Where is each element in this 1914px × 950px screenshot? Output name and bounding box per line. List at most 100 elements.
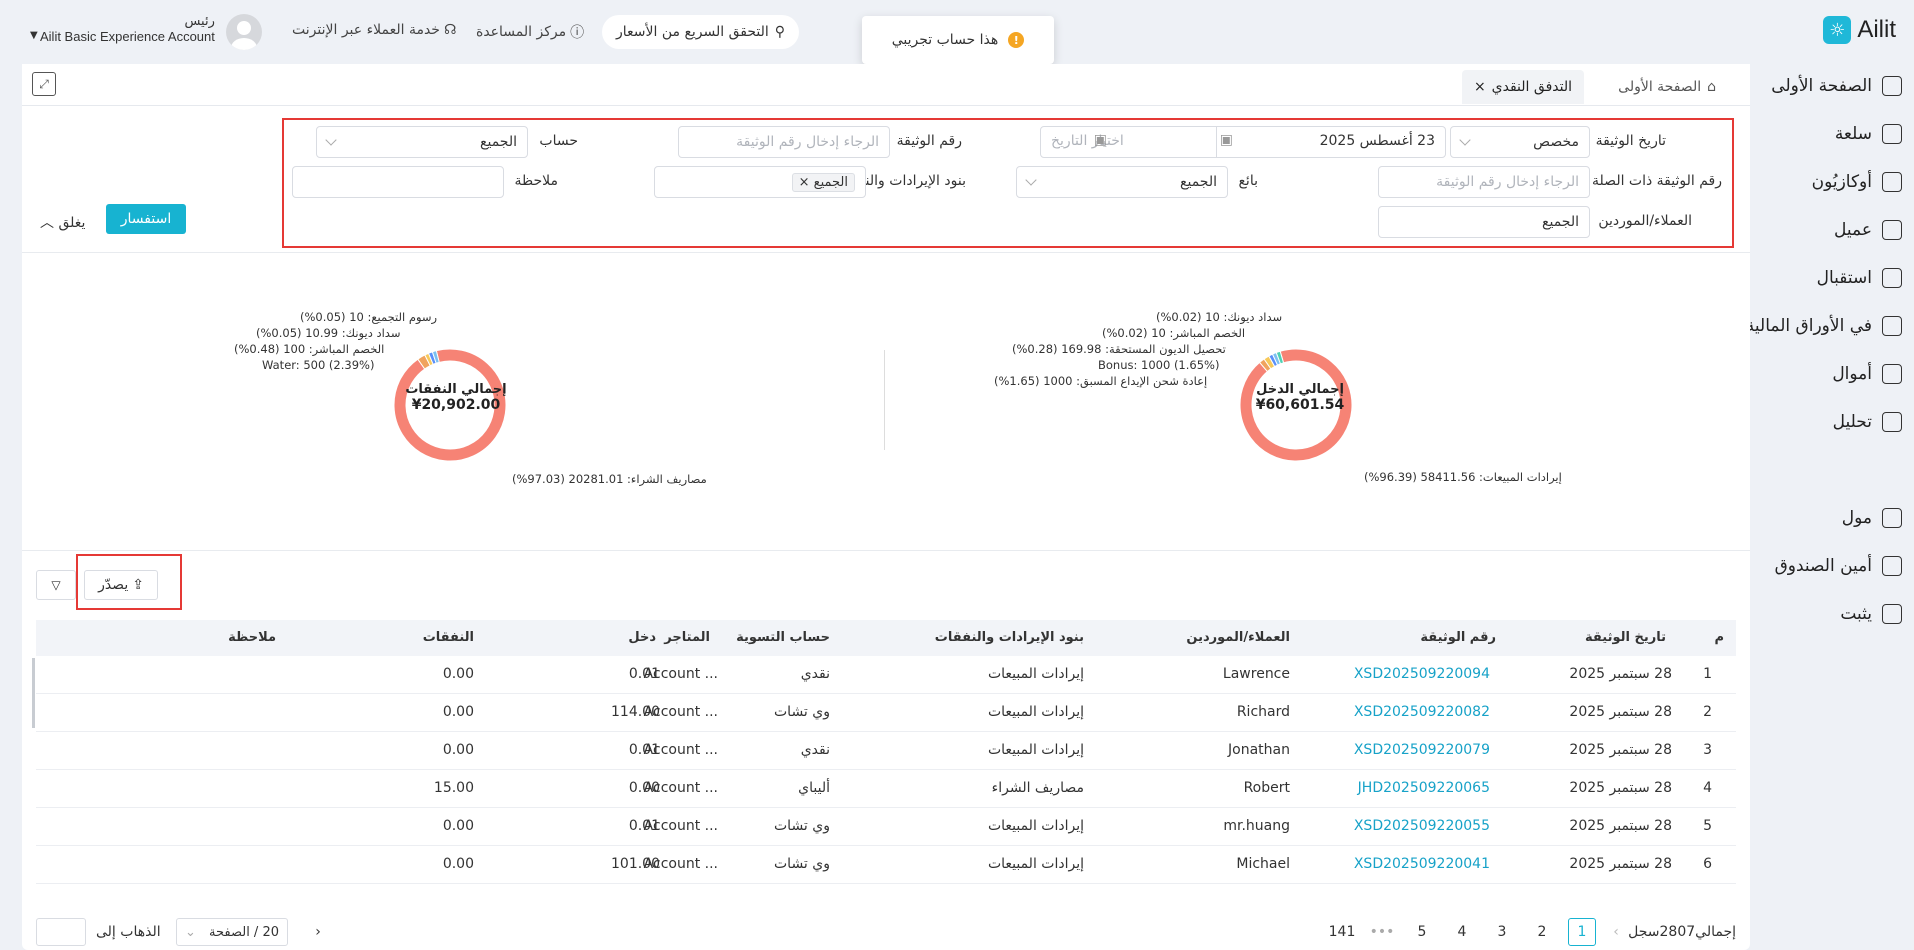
- column-header[interactable]: المتاجر: [664, 630, 710, 645]
- column-header[interactable]: رقم الوثيقة: [1420, 630, 1496, 645]
- tag-label: الجميع: [813, 174, 848, 190]
- sidebar-item-7[interactable]: تحليل: [1833, 412, 1902, 432]
- column-header[interactable]: النفقات: [422, 630, 474, 645]
- fullscreen-icon[interactable]: ⤢: [32, 72, 56, 96]
- doc-number-link[interactable]: XSD202509220082: [1353, 704, 1490, 720]
- help-center-link[interactable]: ⓘ مركز المساعدة: [476, 22, 584, 42]
- table-row[interactable]: 6 28 سبتمبر 2025 XSD202509220041 Michael إير…: [36, 846, 1736, 884]
- table-cell: 0.00: [628, 780, 660, 796]
- section-divider: [22, 252, 1750, 253]
- customers-select[interactable]: الجميع: [1378, 206, 1590, 238]
- column-header[interactable]: حساب التسوية: [736, 630, 830, 645]
- customers-label: العملاء/الموردين: [1598, 213, 1692, 229]
- section-divider: [22, 550, 1750, 551]
- more-pages-icon[interactable]: •••: [1369, 924, 1395, 940]
- related-doc-input[interactable]: الرجاء إدخال رقم الوثيقة: [1378, 166, 1590, 198]
- income-legend-debt: سداد ديونك: 10 (0.02%): [1156, 310, 1283, 324]
- column-header[interactable]: دخل: [628, 630, 656, 645]
- table-cell: وي تشات: [774, 704, 830, 720]
- expense-legend-water: Water: 500 (2.39%): [262, 358, 375, 372]
- doc-no-input[interactable]: الرجاء إدخال رقم الوثيقة: [678, 126, 890, 158]
- table-row[interactable]: 1 28 سبتمبر 2025 XSD202509220094 Lawrence إي…: [36, 656, 1736, 694]
- doc-date-mode-select[interactable]: مخصص: [1450, 126, 1590, 158]
- doc-no-placeholder: الرجاء إدخال رقم الوثيقة: [736, 134, 879, 150]
- chart-icon: [1882, 412, 1902, 432]
- tab-cash-flow[interactable]: التدفق النقدي ×: [1461, 70, 1584, 104]
- sidebar-item-1[interactable]: سلعة: [1835, 124, 1902, 144]
- chart-divider: [884, 350, 885, 450]
- column-header[interactable]: العملاء/الموردين: [1186, 630, 1290, 645]
- table-row[interactable]: 5 28 سبتمبر 2025 XSD202509220055 mr.huang إي…: [36, 808, 1736, 846]
- app-logo[interactable]: ☼ Ailit: [1823, 16, 1896, 44]
- column-header[interactable]: م: [1714, 630, 1724, 645]
- column-header[interactable]: بنود الإيرادات والنفقات: [934, 630, 1084, 645]
- note-input[interactable]: [292, 166, 504, 198]
- page-number[interactable]: 3: [1497, 924, 1507, 940]
- price-check-button[interactable]: ⚲ التحقق السريع من الأسعار: [602, 15, 800, 49]
- doc-number-link[interactable]: XSD202509220079: [1353, 742, 1490, 758]
- column-header[interactable]: تاريخ الوثيقة: [1585, 630, 1666, 645]
- close-icon[interactable]: ×: [1473, 79, 1486, 95]
- pie-slice[interactable]: [1239, 348, 1353, 462]
- sidebar-item-5[interactable]: في الأوراق المالية: [1746, 316, 1902, 336]
- doc-number-link[interactable]: XSD202509220094: [1353, 666, 1490, 682]
- chevron-up-icon: ︿: [40, 215, 54, 231]
- prev-page-icon[interactable]: ‹: [1613, 924, 1619, 940]
- sidebar-item-0[interactable]: الصفحة الأولى: [1771, 76, 1902, 96]
- goto-page-input[interactable]: [36, 918, 86, 946]
- query-button[interactable]: استفسار: [106, 204, 186, 234]
- person-icon: [1882, 220, 1902, 240]
- selected-tag[interactable]: الجميع ×: [791, 172, 855, 192]
- demo-toast: ! هذا حساب تجريبي: [862, 16, 1054, 64]
- sidebar-item-4[interactable]: استقبال: [1817, 268, 1902, 288]
- pie-slice[interactable]: [1275, 350, 1285, 365]
- page-number[interactable]: 5: [1417, 924, 1427, 940]
- doc-number-link[interactable]: JHD202509220065: [1357, 780, 1490, 796]
- scrollbar[interactable]: [32, 658, 35, 728]
- page-number[interactable]: 141: [1328, 924, 1356, 940]
- next-page-icon[interactable]: ›: [315, 924, 321, 940]
- table-row[interactable]: 2 28 سبتمبر 2025 XSD202509220082 Richard إير…: [36, 694, 1736, 732]
- sidebar-item-2[interactable]: أوكازيُون: [1812, 172, 1902, 192]
- sidebar-item-10[interactable]: يثبت: [1840, 604, 1902, 624]
- monitor-icon: [1882, 556, 1902, 576]
- export-dropdown-button[interactable]: ▽: [36, 570, 76, 600]
- pie-slice[interactable]: [431, 350, 440, 364]
- table-cell: نقدي: [800, 666, 830, 682]
- page-number[interactable]: 2: [1537, 924, 1547, 940]
- export-button[interactable]: ⇪ يصدّر: [84, 570, 158, 600]
- box-icon: [1882, 124, 1902, 144]
- doc-date-mode-value: مخصص: [1533, 134, 1579, 150]
- page-number[interactable]: 1: [1568, 918, 1596, 946]
- date-to-placeholder: اختيار التاريخ: [1051, 133, 1124, 149]
- table-cell: Robert: [1243, 780, 1290, 796]
- user-dropdown-icon[interactable]: ▼: [30, 30, 38, 41]
- doc-no-label: رقم الوثيقة: [896, 133, 962, 149]
- table-cell: إيرادات المبيعات: [987, 704, 1084, 720]
- tab-home[interactable]: ⌂ الصفحة الأولى: [1606, 70, 1728, 104]
- seller-select[interactable]: الجميع: [1016, 166, 1228, 198]
- sidebar-item-9[interactable]: أمين الصندوق: [1775, 556, 1902, 576]
- tab-label: التدفق النقدي: [1491, 79, 1572, 95]
- sidebar-item-6[interactable]: أموال: [1832, 364, 1902, 384]
- account-value: الجميع: [480, 134, 517, 150]
- customer-service-link[interactable]: ☊ خدمة العملاء عبر الإنترنت: [292, 22, 456, 38]
- collapse-filters-link[interactable]: يغلق ︿: [40, 212, 85, 232]
- table-row[interactable]: 3 28 سبتمبر 2025 XSD202509220079 Jonathan إي…: [36, 732, 1736, 770]
- user-info[interactable]: رئيس Ailit Basic Experience Account: [40, 14, 215, 44]
- column-header[interactable]: ملاحظة: [228, 630, 276, 645]
- avatar[interactable]: [226, 14, 262, 50]
- date-range-picker[interactable]: 23 أغسطس 2025 ▣ اختيار التاريخ ▣: [1040, 126, 1446, 158]
- customer-service-label: خدمة العملاء عبر الإنترنت: [292, 22, 440, 38]
- doc-number-link[interactable]: XSD202509220041: [1353, 856, 1490, 872]
- sidebar-item-8[interactable]: مول: [1842, 508, 1902, 528]
- customers-value: الجميع: [1542, 214, 1579, 230]
- income-items-select[interactable]: الجميع ×: [654, 166, 866, 198]
- doc-number-link[interactable]: XSD202509220055: [1353, 818, 1490, 834]
- sidebar-item-3[interactable]: عميل: [1834, 220, 1902, 240]
- pie-slice[interactable]: [393, 348, 507, 462]
- page-number[interactable]: 4: [1457, 924, 1467, 940]
- account-select[interactable]: الجميع: [316, 126, 528, 158]
- table-row[interactable]: 4 28 سبتمبر 2025 JHD202509220065 Robert مصار…: [36, 770, 1736, 808]
- page-size-select[interactable]: 20 / الصفحة ⌄: [176, 918, 288, 946]
